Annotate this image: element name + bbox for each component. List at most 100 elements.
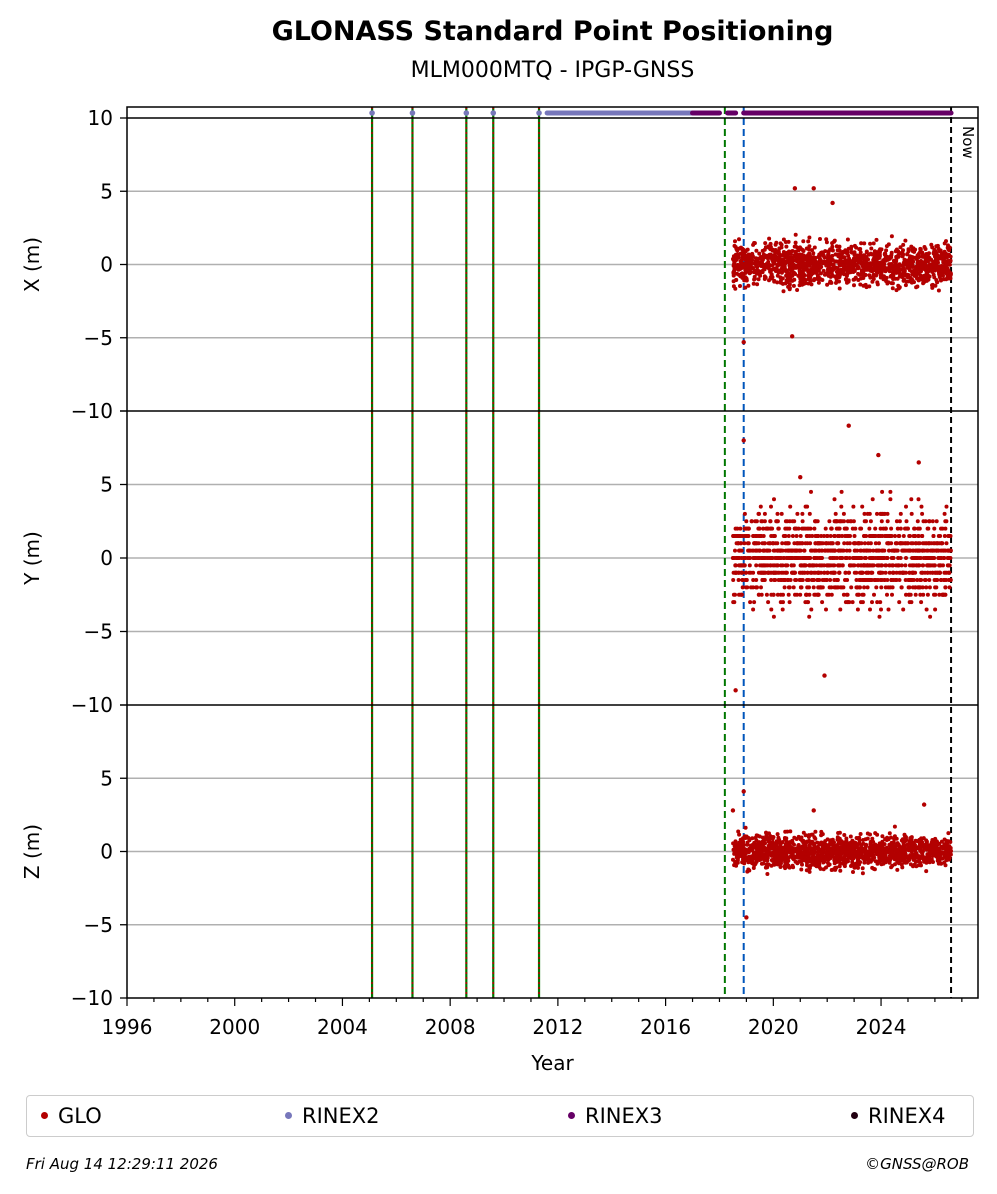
glo-point (853, 275, 858, 280)
glo-point (757, 251, 762, 256)
glo-point (763, 846, 768, 851)
glo-point (777, 246, 782, 251)
glo-point (783, 863, 788, 868)
glo-point (820, 600, 825, 605)
glo-point (918, 592, 923, 597)
glo-point (890, 281, 895, 286)
glo-point (877, 541, 881, 546)
glo-point (732, 243, 737, 248)
glo-point (731, 273, 736, 278)
glo-point (783, 240, 788, 244)
glo-point (848, 534, 852, 538)
glo-marker-icon (41, 1111, 48, 1119)
glo-point (848, 834, 853, 839)
glo-point (840, 251, 845, 256)
y-tick-label: −5 (84, 620, 113, 644)
glo-point (896, 854, 901, 859)
glo-point (939, 272, 943, 277)
glo-point (789, 261, 794, 266)
glo-point (731, 600, 736, 605)
glo-point (825, 570, 830, 575)
glo-point (800, 556, 805, 560)
glo-point (872, 534, 877, 538)
glo-point (884, 563, 889, 568)
glo-point (934, 519, 939, 524)
glo-point (733, 563, 738, 568)
glo-point (734, 271, 739, 276)
glo-point (890, 863, 895, 868)
glo-point (902, 860, 907, 865)
glo-point (912, 280, 916, 285)
glo-point (852, 251, 857, 256)
glo-point (736, 848, 741, 852)
glo-point (857, 272, 862, 277)
glo-point (777, 268, 782, 273)
glo-point (926, 859, 931, 864)
glo-point (943, 526, 948, 531)
glo-point (834, 585, 838, 590)
glo-point (935, 853, 939, 857)
glo-point (907, 534, 912, 538)
glo-point (738, 284, 742, 288)
glo-point (899, 585, 904, 590)
glo-point (883, 854, 888, 859)
glo-point (829, 838, 834, 843)
glo-point (751, 856, 756, 861)
glo-point (850, 600, 855, 605)
glo-point (854, 842, 859, 847)
glo-point (807, 614, 812, 619)
glo-point (843, 578, 847, 582)
glo-point (822, 534, 826, 538)
glo-point (824, 578, 829, 582)
glo-point (896, 249, 901, 254)
glo-point (745, 869, 750, 874)
glo-point (840, 563, 845, 568)
glo-point (809, 548, 814, 553)
glo-point (796, 843, 801, 847)
glo-point (901, 607, 906, 612)
glo-point (843, 570, 848, 575)
glo-point (899, 541, 904, 546)
glo-point (911, 585, 915, 590)
glo-point (748, 548, 753, 553)
glo-point (851, 504, 856, 509)
glo-point (761, 563, 766, 568)
glo-point (772, 497, 776, 502)
glo-point (881, 556, 885, 560)
glo-point (840, 556, 845, 560)
glo-point (935, 541, 940, 546)
glo-point (807, 511, 812, 516)
glo-point (762, 541, 767, 546)
glo-point (767, 236, 772, 241)
glo-point (907, 585, 912, 590)
glo-point (822, 570, 827, 575)
glo-point (811, 862, 815, 867)
glo-point (948, 276, 953, 281)
glo-point (831, 548, 836, 553)
glo-point (946, 534, 951, 538)
glo-point (910, 852, 915, 857)
glo-point (783, 519, 788, 524)
glo-point (830, 854, 835, 858)
glo-point (901, 242, 906, 247)
glo-point (936, 246, 941, 251)
glo-point (758, 273, 763, 278)
glo-point (871, 273, 876, 278)
glo-point (810, 248, 814, 253)
glo-point (772, 278, 777, 283)
glo-point (741, 853, 746, 858)
glo-point (936, 288, 941, 293)
glo-point (854, 585, 859, 590)
glo-point (896, 286, 901, 291)
glo-point (842, 840, 847, 845)
glo-point (929, 242, 934, 247)
glo-outlier-point (792, 186, 798, 191)
glo-point (862, 519, 867, 524)
glo-point (870, 279, 875, 284)
glo-point (800, 248, 805, 252)
glo-point (923, 519, 928, 524)
glo-point (920, 541, 925, 546)
glo-point (906, 848, 911, 852)
glo-point (766, 244, 771, 249)
glo-point (921, 275, 926, 280)
